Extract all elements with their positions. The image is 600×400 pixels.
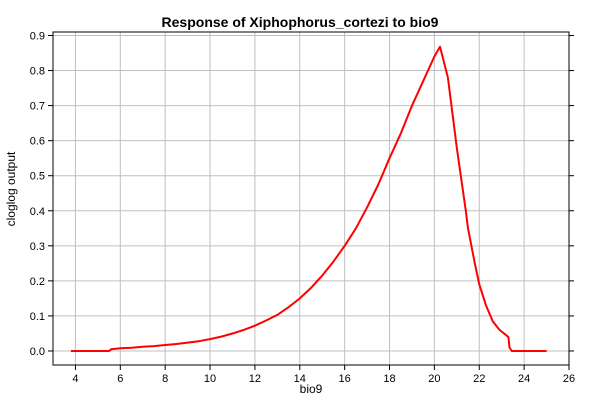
x-tick-label: 26	[563, 373, 575, 385]
x-tick-label: 18	[383, 373, 395, 385]
x-tick-label: 10	[204, 373, 216, 385]
plot-frame	[52, 31, 570, 366]
x-tick-label: 14	[294, 373, 306, 385]
x-tick-label: 24	[518, 373, 530, 385]
y-tick-label: 0.5	[30, 171, 45, 183]
y-tick-label: 0.1	[30, 311, 45, 323]
plot-area	[53, 32, 569, 365]
y-tick-label: 0.4	[30, 206, 45, 218]
x-tick-label: 12	[249, 373, 261, 385]
y-axis-label: cloglog output	[4, 151, 18, 227]
x-tick-label: 8	[162, 373, 168, 385]
y-tick-label: 0.0	[30, 346, 45, 358]
chart-title: Response of Xiphophorus_cortezi to bio9	[161, 14, 439, 30]
x-tick-label: 22	[473, 373, 485, 385]
x-tick-label: 16	[339, 373, 351, 385]
y-tick-label: 0.3	[30, 241, 45, 253]
x-tick-label: 4	[72, 373, 78, 385]
x-tick-label: 20	[428, 373, 440, 385]
y-tick-label: 0.9	[30, 31, 45, 43]
response-curve	[70, 45, 547, 352]
y-tick-label: 0.8	[30, 66, 45, 78]
y-tick-label: 0.7	[30, 101, 45, 113]
y-tick-label: 0.6	[30, 136, 45, 148]
x-tick-label: 6	[117, 373, 123, 385]
y-tick-label: 0.2	[30, 276, 45, 288]
x-axis-label: bio9	[299, 382, 323, 396]
